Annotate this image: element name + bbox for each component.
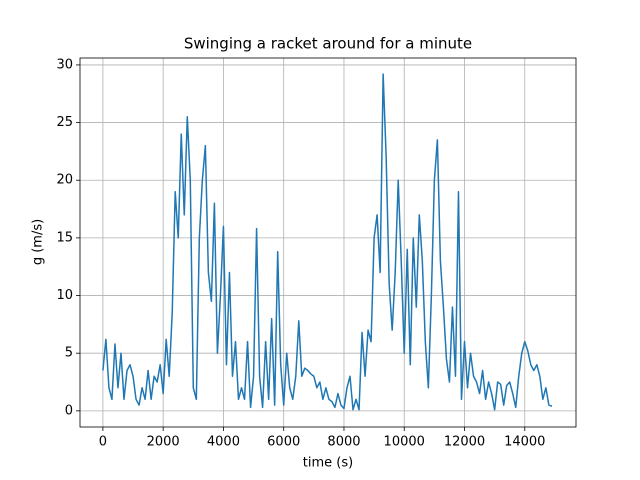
y-tick-label: 10: [56, 288, 73, 303]
chart-title: Swinging a racket around for a minute: [184, 35, 472, 53]
x-tick-label: 2000: [147, 435, 180, 450]
x-tick-label: 4000: [207, 435, 240, 450]
y-tick-label: 15: [56, 230, 73, 245]
y-tick-label: 20: [56, 173, 73, 188]
y-tick-label: 30: [56, 57, 73, 72]
x-axis-label: time (s): [303, 456, 353, 471]
x-tick-label: 12000: [444, 435, 485, 450]
x-tick-label: 14000: [504, 435, 545, 450]
y-tick-label: 0: [65, 403, 73, 418]
x-tick-label: 10000: [384, 435, 425, 450]
x-tick-label: 6000: [267, 435, 300, 450]
plot-frame: [79, 57, 577, 428]
x-tick-label: 0: [99, 435, 107, 450]
x-tick-label: 8000: [327, 435, 360, 450]
y-tick-label: 25: [56, 115, 73, 130]
y-tick-label: 5: [65, 346, 73, 361]
y-axis-label: g (m/s): [31, 219, 46, 265]
data-line: [102, 73, 553, 411]
